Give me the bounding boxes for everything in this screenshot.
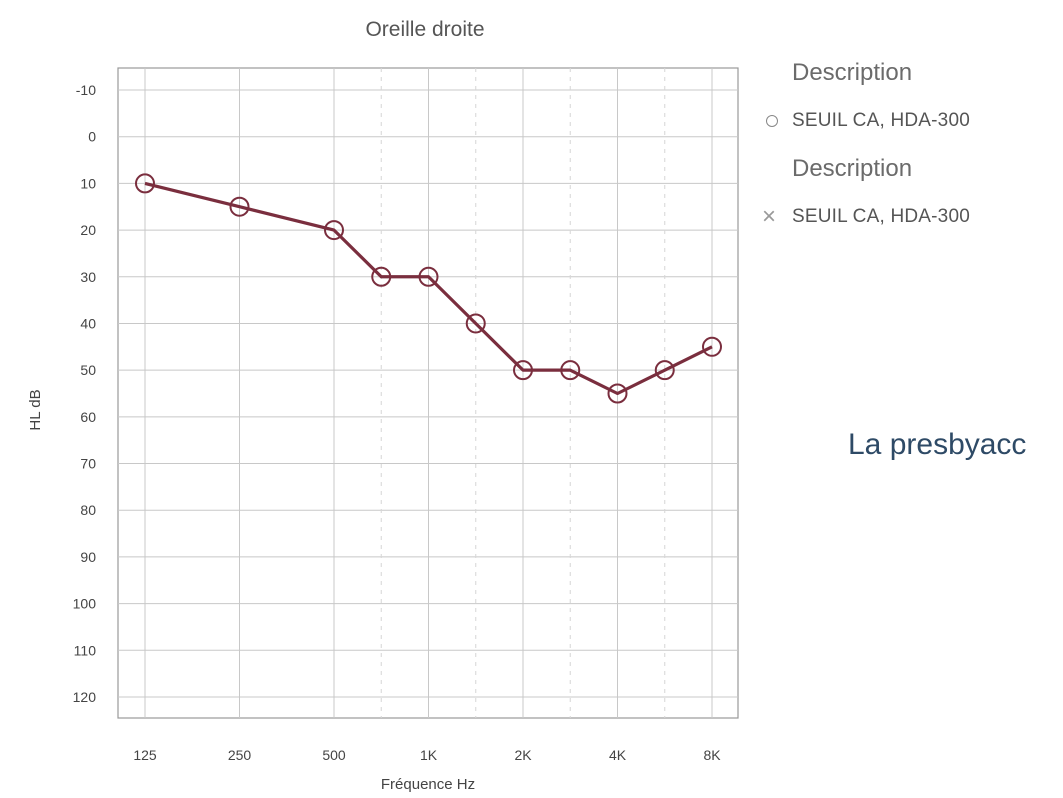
data-point-marker	[324, 220, 344, 241]
y-tick-label: 50	[80, 362, 96, 378]
y-tick-label: 70	[80, 456, 96, 472]
audiogram-chart: Oreille droite -10 0 10 20 30 40 50 60 70 80 90 100…	[27, 18, 739, 793]
y-tick-label: 10	[80, 175, 96, 191]
cross-marker-icon: ×	[762, 203, 777, 230]
chart-title: Oreille droite	[365, 18, 484, 41]
axis-layer: -10 0 10 20 30 40 50 60 70 80 90 100 110 120 125 250 500…	[73, 82, 722, 763]
data-point-marker	[560, 360, 581, 381]
y-tick-label: 20	[80, 222, 96, 238]
data-point-marker	[135, 173, 155, 194]
y-tick-label: 60	[80, 409, 96, 425]
legend-heading-2: Description	[792, 155, 913, 182]
legend: Description SEUIL CA, HDA-300 Descriptio…	[760, 50, 970, 242]
series-layer	[135, 173, 722, 404]
data-point-marker	[513, 360, 533, 381]
legend-heading-1: Description	[792, 59, 913, 86]
data-point-marker	[465, 313, 486, 334]
data-point-marker	[418, 266, 439, 287]
x-tick-label: 1K	[420, 747, 438, 763]
legend-entry-1-label: SEUIL CA, HDA-300	[792, 110, 970, 131]
y-tick-label: 120	[73, 689, 97, 705]
y-tick-label: 90	[80, 549, 96, 565]
y-tick-label: 100	[73, 596, 97, 612]
legend-entry-2-label: SEUIL CA, HDA-300	[792, 206, 970, 227]
y-tick-label: 30	[80, 269, 96, 285]
y-tick-label: 80	[80, 502, 96, 518]
x-tick-label: 8K	[703, 747, 721, 763]
x-axis-label: Fréquence Hz	[381, 776, 475, 793]
series-line	[144, 181, 713, 396]
data-point-marker	[654, 360, 675, 381]
legend-entry-2: × SEUIL CA, HDA-300	[760, 192, 970, 242]
y-axis-label: HL dB	[27, 389, 44, 430]
x-tick-label: 2K	[514, 747, 532, 763]
data-point-marker	[607, 383, 628, 404]
data-point-marker	[702, 336, 722, 357]
x-tick-label: 4K	[609, 747, 627, 763]
grid-layer	[117, 67, 739, 719]
y-tick-label: -10	[76, 82, 96, 98]
x-tick-label: 250	[228, 747, 252, 763]
y-tick-label: 110	[74, 642, 97, 658]
data-point-marker	[229, 196, 250, 217]
side-caption-text: La presbyacc	[848, 428, 1027, 461]
legend-entry-1: SEUIL CA, HDA-300	[760, 96, 970, 146]
x-tick-label: 125	[133, 747, 157, 763]
circle-marker-icon	[760, 115, 792, 127]
y-tick-label: 0	[88, 129, 96, 145]
x-tick-label: 500	[322, 747, 346, 763]
y-tick-label: 40	[80, 315, 96, 331]
data-point-marker	[371, 266, 392, 287]
